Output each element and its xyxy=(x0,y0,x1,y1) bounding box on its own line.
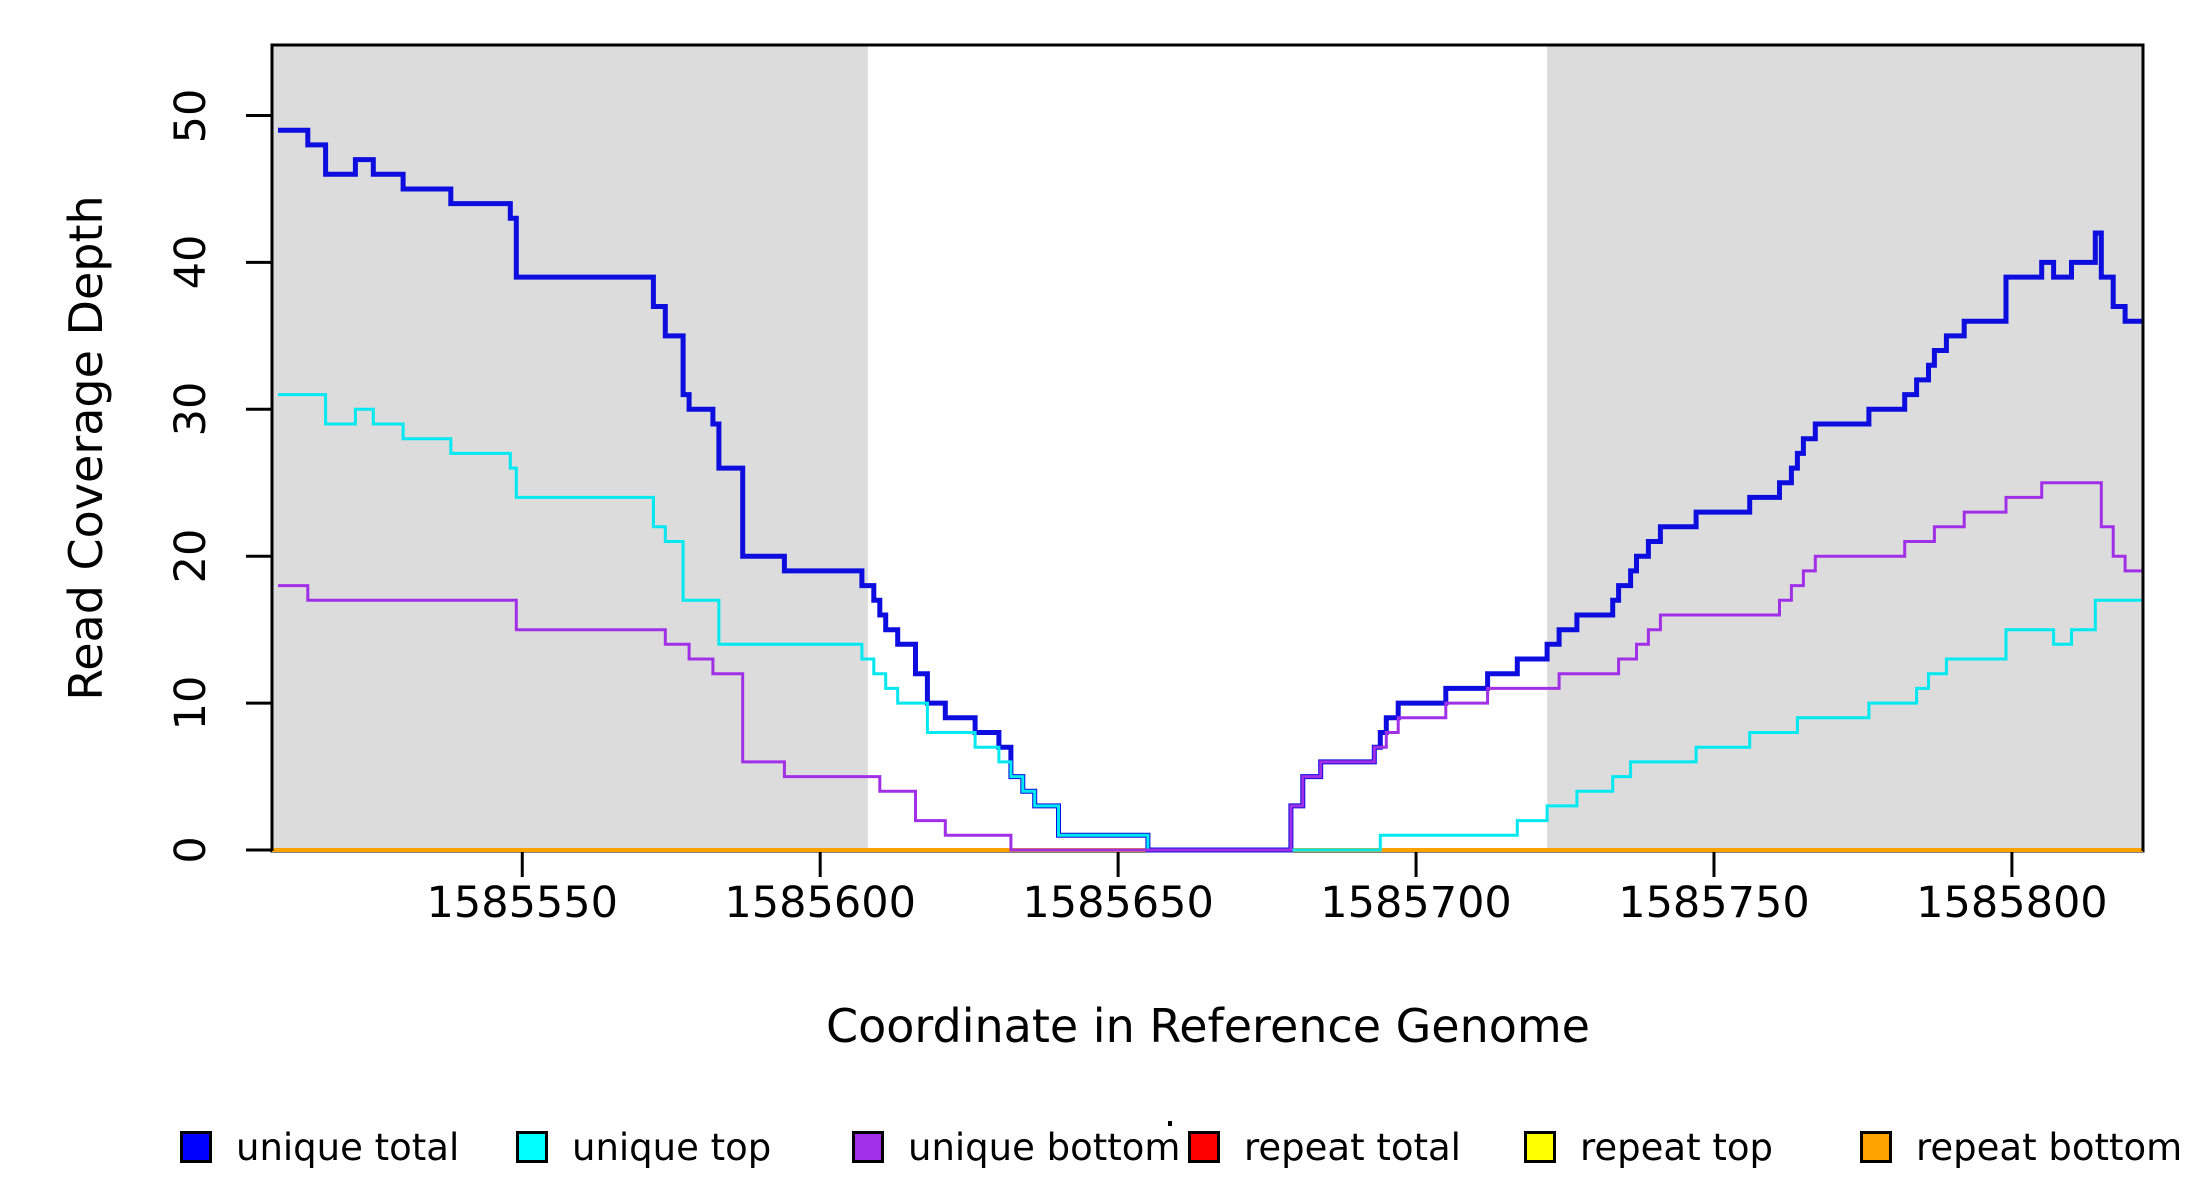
y-axis-title: Read Coverage Depth xyxy=(59,195,113,701)
legend-label-repeat-bottom: repeat bottom xyxy=(1916,1126,2183,1169)
y-tick-label-0: 0 xyxy=(166,836,216,864)
legend-swatch-icon-repeat-bottom xyxy=(1860,1131,1892,1163)
series-line-unique-bottom xyxy=(278,481,2143,852)
y-tick-label-2: 20 xyxy=(166,528,216,584)
legend-label-unique-total: unique total xyxy=(236,1126,460,1169)
legend-label-unique-bottom: unique bottom xyxy=(908,1126,1181,1169)
shaded-region-1 xyxy=(1547,45,2143,851)
legend: unique total unique top unique bottom repea… xyxy=(0,1118,2200,1178)
legend-label-unique-top: unique top xyxy=(572,1126,772,1169)
x-tick-label-4: 1585750 xyxy=(1618,878,1810,928)
legend-swatch-icon-repeat-top xyxy=(1524,1131,1556,1163)
legend-stray-dot xyxy=(1168,1121,1172,1126)
legend-swatch-icon-unique-bottom xyxy=(852,1131,884,1163)
y-tick-label-1: 10 xyxy=(166,675,216,731)
legend-swatch-icon-unique-total xyxy=(180,1131,212,1163)
plot-box-overlay xyxy=(270,43,2145,851)
legend-label-repeat-total: repeat total xyxy=(1244,1126,1461,1169)
legend-label-repeat-top: repeat top xyxy=(1580,1126,1773,1169)
series-line-unique-top xyxy=(278,393,2143,852)
y-tick-label-3: 30 xyxy=(166,381,216,437)
y-tick-label-5: 50 xyxy=(166,88,216,143)
legend-swatch-icon-repeat-total xyxy=(1188,1131,1220,1163)
x-tick-label-2: 1585650 xyxy=(1022,878,1214,928)
x-tick-label-1: 1585600 xyxy=(724,878,916,928)
shaded-region-0 xyxy=(272,45,868,851)
x-axis-title: Coordinate in Reference Genome xyxy=(826,999,1590,1053)
y-tick-label-4: 40 xyxy=(166,235,216,290)
series-line-unique-total xyxy=(278,127,2143,853)
x-tick-label-3: 1585700 xyxy=(1320,878,1512,928)
legend-swatch-icon-unique-top xyxy=(516,1131,548,1163)
x-tick-label-0: 1585550 xyxy=(426,878,619,928)
x-tick-label-5: 1585800 xyxy=(1916,878,2108,928)
